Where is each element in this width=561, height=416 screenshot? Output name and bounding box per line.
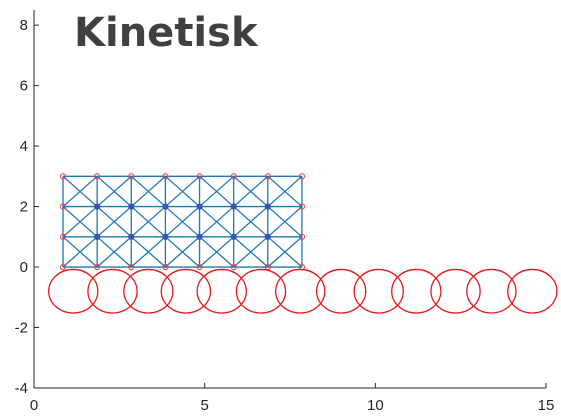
x-tick-label: 5 [200, 397, 208, 414]
mesh-node [93, 233, 101, 240]
boundary-node [59, 233, 67, 240]
mesh-edge [62, 236, 98, 268]
boundary-node [298, 203, 306, 210]
contact-circle [48, 268, 99, 314]
boundary-node [298, 233, 306, 240]
tick-labels: 0 5 10 15 -4 -2 0 2 4 6 8 [15, 17, 555, 414]
y-tick-label: 4 [20, 138, 28, 155]
mesh-node [162, 203, 169, 210]
mesh-node [264, 203, 271, 210]
contact-circle [353, 268, 404, 314]
contact-circle [196, 268, 247, 314]
mesh-edge [233, 236, 269, 268]
mesh-node [162, 233, 169, 240]
mesh-edge [62, 175, 98, 208]
contact-circle [235, 268, 287, 314]
contact-circle [430, 268, 481, 314]
y-tick-label: 6 [20, 78, 28, 95]
mesh-edge [62, 206, 98, 238]
mesh-edges [62, 175, 303, 268]
mesh-node [128, 233, 135, 240]
mesh-node [128, 203, 135, 210]
boundary-node [59, 173, 67, 180]
mesh-edge [267, 236, 303, 268]
mesh-edge [267, 206, 303, 238]
boundary-node [59, 263, 67, 271]
contact-circle [466, 268, 517, 314]
contact-circles [48, 268, 558, 314]
mesh-edge [96, 206, 132, 238]
mesh-edge [164, 206, 200, 238]
mesh-edge [130, 175, 166, 208]
contact-circle [507, 268, 558, 314]
contact-circle [160, 268, 212, 314]
axes [33, 10, 547, 389]
y-tick-label: 8 [20, 17, 28, 34]
mesh-edge [164, 175, 200, 208]
mesh-nodes [59, 173, 306, 271]
mesh-edge [96, 236, 132, 268]
mesh-edge [233, 206, 269, 238]
boundary-node [128, 263, 135, 271]
y-tick-label: -4 [15, 380, 28, 397]
contact-circle [123, 268, 174, 314]
boundary-node [196, 263, 203, 271]
mesh-edge [164, 236, 200, 268]
boundary-node [128, 173, 135, 180]
boundary-node [162, 263, 169, 271]
boundary-node [230, 263, 237, 271]
mesh-edge [233, 175, 269, 208]
mesh-edge [199, 175, 235, 208]
y-tick-label: 0 [20, 259, 28, 276]
boundary-node [93, 173, 101, 180]
mesh-edge [199, 236, 235, 268]
y-tick-label: -2 [15, 320, 28, 337]
chart-title: Kinetisk [74, 10, 259, 56]
contact-circle [87, 268, 138, 314]
mesh-edge [96, 175, 132, 208]
contact-circle [315, 268, 367, 314]
mesh-edge [130, 206, 166, 238]
mesh-edge [130, 236, 166, 268]
contact-circle [391, 268, 442, 314]
boundary-node [264, 173, 271, 180]
mesh-node [196, 233, 203, 240]
x-tick-label: 0 [30, 397, 38, 414]
boundary-node [93, 263, 101, 271]
boundary-node [196, 173, 203, 180]
boundary-node [59, 203, 67, 210]
boundary-node [162, 173, 169, 180]
mesh-edge [199, 206, 235, 238]
mesh-node [93, 203, 101, 210]
mesh-edge [267, 175, 303, 208]
boundary-node [230, 173, 237, 180]
x-tick-label: 10 [367, 397, 384, 414]
mesh-node [264, 233, 271, 240]
mesh-node [230, 233, 237, 240]
contact-circle [275, 268, 326, 314]
mesh-node [196, 203, 203, 210]
mesh-node [230, 203, 237, 210]
x-tick-label: 15 [538, 397, 555, 414]
y-tick-label: 2 [20, 199, 28, 216]
boundary-node [298, 173, 306, 180]
